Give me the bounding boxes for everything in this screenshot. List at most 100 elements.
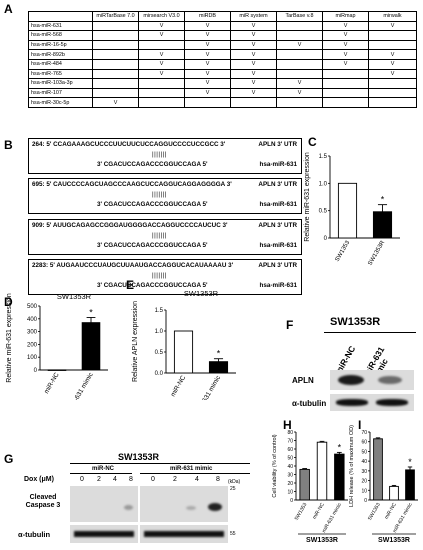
y-tick-label: 0 [324, 236, 328, 242]
table-cell [92, 87, 139, 99]
significance-star: * [408, 457, 412, 467]
alignment-box: 695: 5' CAUCCCCAGCUAGCCCAAGCUCCAGGUCAGGA… [28, 178, 302, 214]
y-tick-label: 60 [287, 447, 293, 453]
mirna-name: hsa-miR-568 [28, 30, 93, 41]
y-tick-label: 0.0 [155, 371, 164, 377]
bar [316, 441, 328, 501]
table-cell [92, 78, 139, 89]
bar [208, 361, 229, 374]
table-cell: V [230, 87, 277, 99]
y-axis-label: Relative miR-631 expression [304, 152, 311, 242]
blot-g-group-nc-rule [70, 473, 132, 474]
table-cell: V [230, 30, 277, 41]
table-cell [138, 39, 185, 51]
mirna-name: hsa-miR-631 [28, 20, 93, 32]
table-col-header: mirsearch V3.0 [138, 11, 185, 22]
band-caspase-nc-8 [124, 505, 133, 510]
base-pairing: ||||||| [152, 191, 167, 198]
table-cell [184, 97, 231, 108]
y-tick-label: 0 [34, 368, 38, 374]
table-cell: V [138, 20, 185, 32]
utr-sequence: 695: 5' CAUCCCCAGCUAGCCCAAGCUCCAGGUCAGGA… [32, 181, 232, 188]
table-cell: V [92, 97, 139, 108]
chart-title: SW1353R [184, 289, 219, 298]
table-cell [322, 87, 369, 99]
y-tick-label: 0 [364, 498, 367, 504]
table-row: hsa-miR-30c-5p V [28, 97, 417, 108]
blot-g-title-rule [70, 463, 250, 464]
band-tubulin-g-nc [74, 531, 134, 537]
y-tick-label: 0 [290, 498, 293, 504]
mirna-name: hsa-miR-107 [28, 87, 93, 99]
dose-mimic-0: 0 [151, 476, 155, 483]
y-tick-label: 30 [361, 469, 367, 475]
alignment-box: 264: 5' CCAGAAAGCUCCCUUCUUCUCCAGGUCCCCUC… [28, 138, 302, 174]
x-tick-label: miR-631 mimic [194, 374, 222, 400]
dose-nc-0: 0 [80, 476, 84, 483]
table-cell [92, 39, 139, 51]
bar [334, 453, 345, 501]
mirna-name: hsa-miR-30c-5p [28, 97, 93, 108]
bar [372, 211, 393, 239]
blot-g-tubulin-gel-nc [70, 525, 138, 543]
table-cell: V [184, 68, 231, 80]
x-tick-label: miR-NC [170, 374, 188, 398]
band-caspase-mimic-4 [186, 506, 196, 510]
x-tick-label: SW1353 [335, 239, 352, 263]
y-tick-label: 20 [361, 479, 367, 485]
table-cell [368, 78, 417, 89]
band-tubulin-g-mimic [144, 531, 224, 537]
blot-g-caspase-gel-mimic [140, 486, 228, 522]
table-cell [276, 30, 323, 41]
table-cell [368, 30, 417, 41]
y-axis-label: Relative APLN expression [132, 301, 139, 382]
blot-g-row-tubulin: α-tubulin [18, 530, 51, 539]
western-blot-g: SW1353R miR-NC miR-631 mimic Dox (μM) 0 … [0, 452, 290, 550]
y-tick-label: 40 [287, 464, 293, 470]
table-cell: V [184, 20, 231, 32]
dose-mimic-8: 8 [216, 476, 220, 483]
mirna-name: hsa-miR-16-5p [28, 39, 93, 51]
dose-mimic-4: 4 [195, 476, 199, 483]
table-cell: V [230, 68, 277, 80]
table-col-header: TarBase v.8 [276, 11, 323, 22]
y-tick-label: 70 [361, 430, 367, 436]
alignment-box: 2283: 5' AUGAAUCCCUAUGCUUAAUGACCAGGUCACA… [28, 259, 302, 295]
dose-nc-4: 4 [113, 476, 117, 483]
table-cell: V [138, 49, 185, 60]
panel-label-i: I [358, 418, 362, 432]
table-cell [368, 97, 417, 108]
prediction-table: miRTarBase 7.0 mirsearch V3.0 miRDB miR sys… [28, 11, 417, 108]
utr-label: APLN 3' UTR [258, 141, 297, 148]
table-cell [138, 78, 185, 89]
dose-nc-2: 2 [97, 476, 101, 483]
panel-label-d: D [4, 295, 13, 309]
y-axis-label: LDH release (% of maximum OD) [349, 425, 355, 507]
x-tick-label: miR-NC [312, 502, 326, 521]
utr-sequence: 2283: 5' AUGAAUCCCUAUGCUUAAUGACCAGGUCACA… [32, 262, 234, 269]
band-tubulin-nc [336, 399, 368, 406]
table-cell: V [138, 30, 185, 41]
bar [81, 322, 101, 371]
x-tick-label: SW1353 [294, 502, 309, 522]
y-tick-label: 10 [361, 488, 367, 494]
blot-f-title-rule [324, 332, 416, 333]
table-cell [276, 58, 323, 70]
y-tick-label: 1.0 [155, 329, 164, 335]
table-col-header: miRTarBase 7.0 [92, 11, 139, 22]
x-axis-label: SW1353R [378, 537, 410, 544]
blot-f-apln-gel [330, 370, 414, 390]
table-cell: V [230, 39, 277, 51]
y-tick-label: 1.5 [155, 308, 164, 314]
base-pairing: ||||||| [152, 151, 167, 158]
base-pairing: ||||||| [152, 232, 167, 239]
table-cell: V [138, 68, 185, 80]
panel-label-f: F [286, 318, 294, 332]
y-tick-label: 40 [361, 459, 367, 465]
blot-f-row-tubulin: α-tubulin [292, 399, 327, 408]
band-apln-mimic [378, 376, 402, 384]
y-tick-label: 10 [287, 490, 293, 496]
bar [47, 369, 67, 371]
table-cell [92, 20, 139, 32]
x-tick-label: SW1353R [367, 239, 386, 266]
